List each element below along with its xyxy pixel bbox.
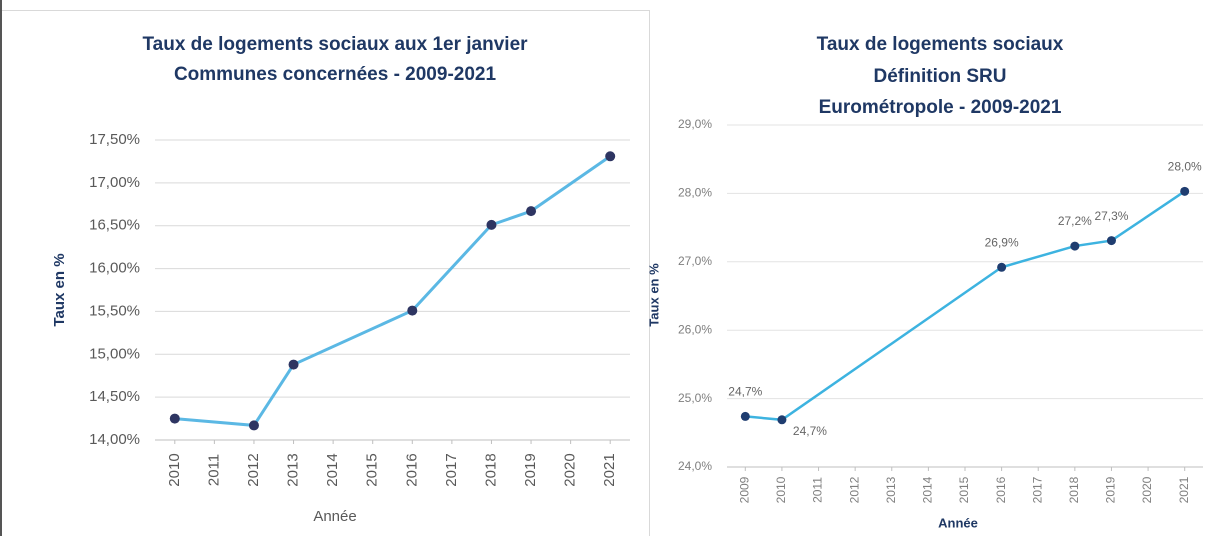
data-point: [1070, 241, 1080, 251]
x-tick-label: 2018: [482, 453, 499, 486]
x-axis-title: Année: [938, 515, 978, 530]
x-tick-label: 2015: [957, 476, 971, 503]
y-tick-label: 15,50%: [89, 302, 140, 319]
data-point: [777, 415, 787, 425]
chart-subtitle: Communes concernées - 2009-2021: [174, 64, 497, 85]
x-tick-label: 2020: [1140, 476, 1154, 503]
y-axis-title: Taux en %: [51, 253, 68, 326]
y-tick-label: 26,0%: [678, 322, 712, 336]
y-axis-title: Taux en %: [646, 263, 661, 327]
data-label: 26,9%: [985, 235, 1019, 249]
x-tick-label: 2009: [737, 476, 751, 503]
data-point: [169, 413, 180, 424]
data-point: [407, 305, 418, 316]
x-tick-label: 2010: [166, 453, 183, 486]
chart-title: Taux de logements sociaux aux 1er janvie…: [142, 34, 528, 55]
x-tick-label: 2014: [324, 453, 341, 486]
x-tick-label: 2012: [847, 476, 861, 503]
y-tick-label: 17,00%: [89, 174, 140, 191]
x-tick-label: 2011: [205, 454, 222, 486]
x-tick-label: 2011: [811, 477, 825, 503]
data-label: 24,7%: [793, 424, 827, 438]
x-tick-label: 2010: [774, 476, 788, 503]
x-tick-label: 2019: [522, 453, 539, 486]
chart-subtitle: Définition SRU: [874, 66, 1007, 87]
y-tick-label: 16,50%: [89, 217, 140, 234]
x-tick-label: 2017: [443, 453, 460, 486]
data-point: [605, 151, 616, 162]
x-tick-label: 2017: [1030, 476, 1044, 503]
data-point: [1180, 186, 1190, 196]
x-tick-label: 2012: [245, 453, 262, 486]
data-label: 28,0%: [1168, 160, 1202, 174]
data-point: [288, 359, 299, 370]
x-tick-label: 2015: [364, 453, 381, 486]
y-tick-label: 28,0%: [678, 186, 712, 200]
data-label: 27,2%: [1058, 214, 1092, 228]
x-tick-label: 2021: [601, 453, 618, 486]
x-tick-label: 2018: [1067, 476, 1081, 503]
chart-subtitle: Eurométropole - 2009-2021: [819, 97, 1062, 118]
data-point: [486, 219, 497, 230]
x-tick-label: 2016: [994, 476, 1008, 503]
y-tick-label: 14,00%: [89, 431, 140, 448]
x-tick-label: 2014: [921, 476, 935, 503]
x-tick-label: 2019: [1104, 476, 1118, 503]
y-tick-label: 24,0%: [678, 459, 712, 473]
x-tick-label: 2016: [403, 453, 420, 486]
data-point: [740, 411, 750, 421]
x-tick-label: 2013: [884, 476, 898, 503]
y-tick-label: 17,50%: [89, 131, 140, 148]
data-point: [997, 262, 1007, 272]
x-tick-label: 2020: [562, 453, 579, 486]
y-tick-label: 14,50%: [89, 388, 140, 405]
data-label: 27,3%: [1094, 209, 1128, 223]
series-line: [745, 190, 1186, 422]
data-point: [1106, 236, 1116, 246]
y-tick-label: 29,0%: [678, 117, 712, 131]
data-label: 24,7%: [728, 385, 762, 399]
y-tick-label: 16,00%: [89, 260, 140, 277]
data-point: [248, 420, 259, 431]
data-point: [526, 206, 537, 217]
chart-title: Taux de logements sociaux: [817, 34, 1064, 55]
y-tick-label: 27,0%: [678, 254, 712, 268]
x-tick-label: 2013: [285, 453, 302, 486]
y-tick-label: 15,00%: [89, 345, 140, 362]
x-axis-title: Année: [313, 508, 356, 525]
x-tick-label: 2021: [1177, 476, 1191, 503]
y-tick-label: 25,0%: [678, 391, 712, 405]
